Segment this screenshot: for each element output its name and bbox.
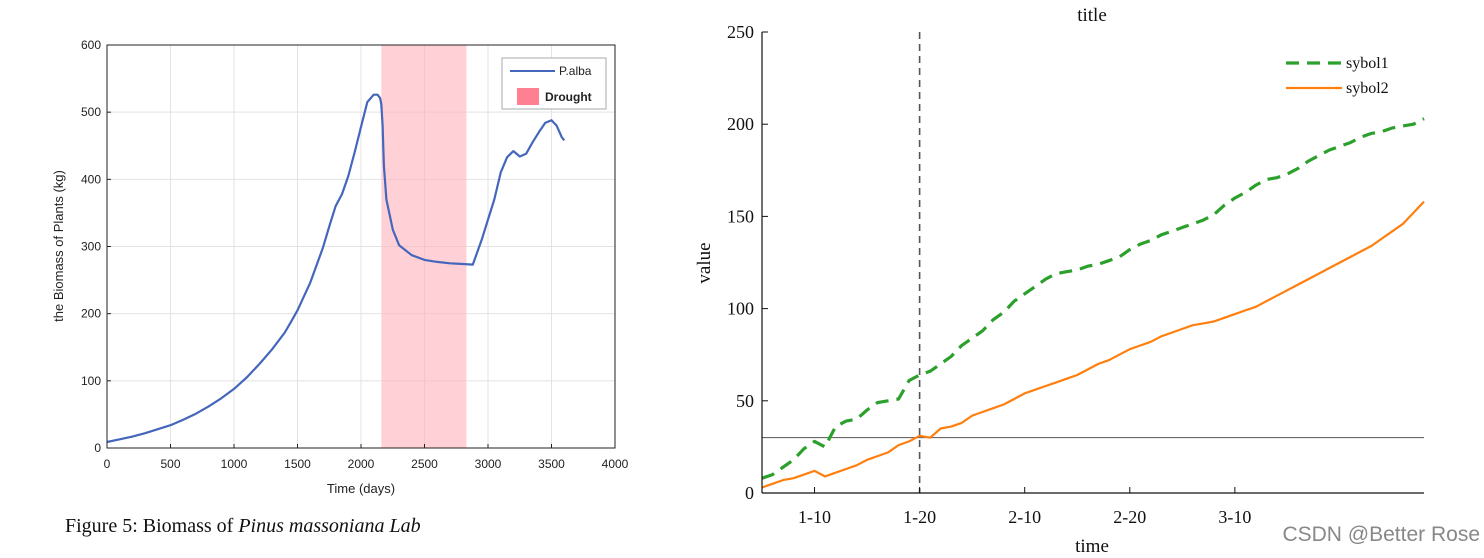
legend-label-sybol1: sybol1: [1346, 55, 1389, 72]
chart1-x-tick-label: 3500: [538, 457, 565, 471]
chart1-x-tick-label: 0: [104, 457, 111, 471]
chart2-x-tick-label: 1-10: [798, 507, 831, 527]
biomass-chart: 0 500 1000 1500 2000 2500 3000 3500 4000 0 100 200…: [51, 38, 629, 496]
chart2-x-tick-label: 2-20: [1113, 507, 1146, 527]
chart2-legend: sybol1 sybol2: [1286, 55, 1389, 97]
chart2-y-tick-label: 150: [727, 206, 754, 226]
chart2-x-ticks: 1-10 1-20 2-10 2-20 3-10: [798, 487, 1251, 527]
chart1-y-ticks: 0 100 200 300 400 500 600: [81, 38, 111, 455]
chart1-x-tick-label: 1000: [221, 457, 248, 471]
watermark-halo: CSDN @Better Rose: [1282, 523, 1480, 546]
chart1-legend: P.alba Drought: [501, 57, 607, 110]
chart2-y-tick-label: 250: [727, 22, 754, 42]
chart2-y-tick-label: 50: [736, 391, 754, 411]
chart2-y-tick-label: 200: [727, 114, 754, 134]
chart1-x-axis-label: Time (days): [327, 481, 395, 496]
csdn-watermark: CSDN @Better Rose: [1282, 523, 1480, 546]
chart1-x-tick-label: 4000: [602, 457, 629, 471]
chart1-x-tick-label: 3000: [475, 457, 502, 471]
chart1-y-axis-label: the Biomass of Plants (kg): [51, 170, 66, 322]
series-line-p-alba: [106, 93, 566, 444]
chart1-x-tick-label: 2000: [348, 457, 375, 471]
chart2-y-ticks: 0 50 100 150 200 250: [727, 22, 768, 503]
drought-shaded-region: [381, 45, 467, 448]
chart1-y-tick-label: 400: [81, 172, 101, 186]
legend-swatch-drought: [517, 88, 539, 105]
chart2-title: title: [1077, 5, 1107, 26]
chart1-x-tick-label: 500: [160, 457, 180, 471]
chart1-y-tick-label: 600: [81, 38, 101, 52]
legend-label-p-alba: P.alba: [559, 64, 592, 78]
chart1-y-tick-label: 300: [81, 240, 101, 254]
chart1-x-ticks: 0 500 1000 1500 2000 2500 3000 3500 4000: [104, 444, 629, 471]
chart1-y-tick-label: 0: [94, 441, 101, 455]
caption-prefix: Figure 5: Biomass of: [65, 515, 238, 537]
chart2-x-tick-label: 2-10: [1008, 507, 1041, 527]
chart1-y-tick-label: 200: [81, 307, 101, 321]
chart2-x-tick-label: 3-10: [1218, 507, 1251, 527]
chart1-y-tick-label: 100: [81, 374, 101, 388]
legend-label-sybol2: sybol2: [1346, 80, 1389, 97]
series-line-sybol1: [761, 117, 1425, 480]
caption-species: Pinus massoniana Lab: [237, 515, 420, 537]
chart2-x-tick-label: 1-20: [903, 507, 936, 527]
chart2-x-axis-label: time: [1075, 536, 1109, 557]
value-time-chart: 1-10 1-20 2-10 2-20 3-10 0 50 100 150 200 250 tit…: [694, 5, 1425, 557]
chart1-x-tick-label: 1500: [284, 457, 311, 471]
legend-label-drought: Drought: [545, 90, 592, 104]
chart1-y-tick-label: 500: [81, 105, 101, 119]
figure-caption: Figure 5: Biomass of Pinus massoniana La…: [65, 515, 421, 537]
chart2-y-tick-label: 0: [745, 483, 754, 503]
chart2-y-tick-label: 100: [727, 299, 754, 319]
series-line-sybol2: [761, 200, 1425, 489]
chart1-x-tick-label: 2500: [411, 457, 438, 471]
chart2-y-axis-label: value: [694, 242, 715, 283]
